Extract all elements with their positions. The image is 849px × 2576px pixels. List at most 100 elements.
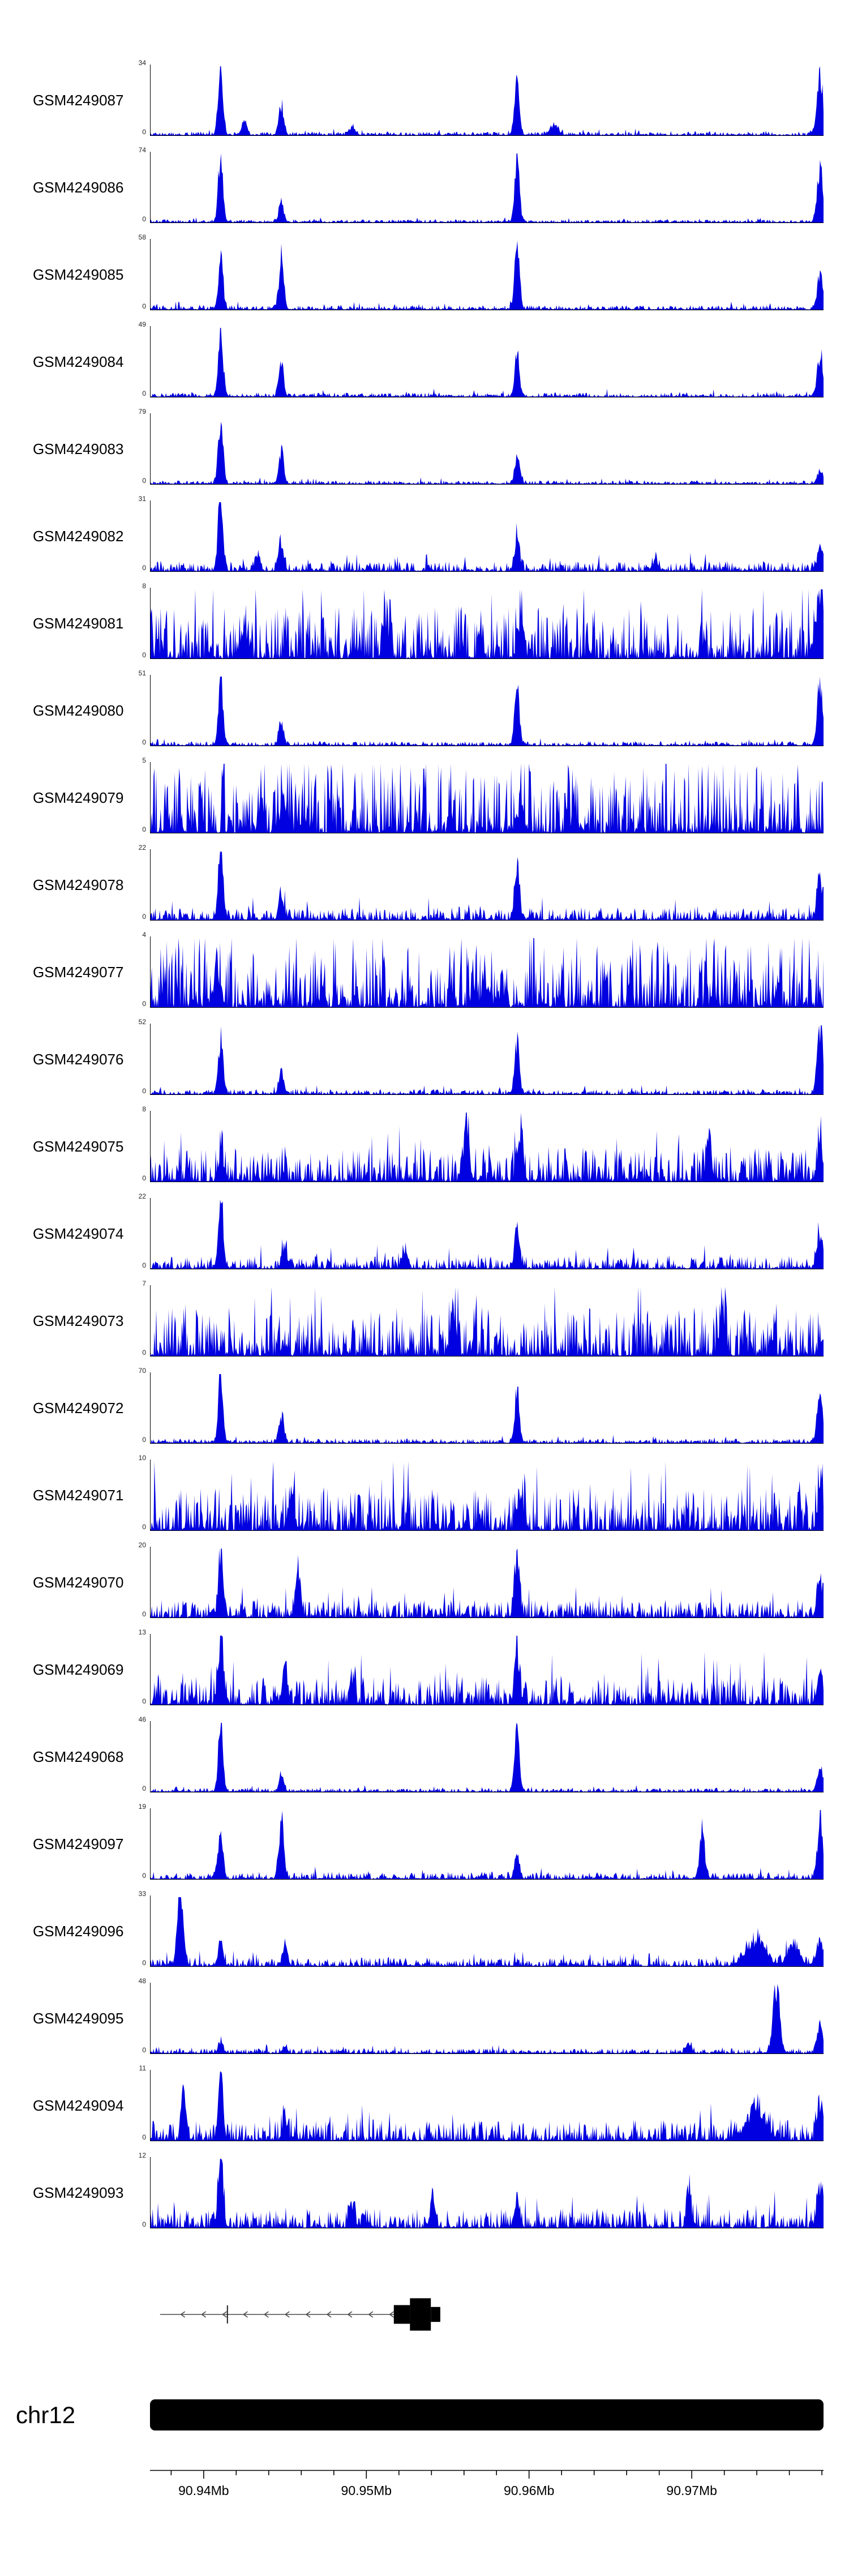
track-ymax-label: 70 xyxy=(138,1367,146,1375)
track-row: GSM4249070 20 0 xyxy=(0,1539,849,1626)
track-row: GSM4249097 19 0 xyxy=(0,1800,849,1888)
track-axis-spine xyxy=(150,849,824,921)
track-label: GSM4249094 xyxy=(33,2096,124,2114)
track-signal-plot xyxy=(150,849,824,921)
signal-area xyxy=(150,851,824,921)
track-signal-plot xyxy=(150,326,824,397)
track-label: GSM4249077 xyxy=(33,963,124,981)
track-row: GSM4249075 8 0 xyxy=(0,1103,849,1190)
track-signal-plot xyxy=(150,413,824,485)
track-ymax-label: 7 xyxy=(142,1280,146,1287)
track-ymax-label: 8 xyxy=(142,1105,146,1113)
track-axis-spine xyxy=(150,675,824,746)
track-label: GSM4249076 xyxy=(33,1050,124,1068)
signal-tracks: GSM4249087 34 0 GSM4249086 74 0 GSM42490… xyxy=(0,57,849,2236)
track-yzero-label: 0 xyxy=(142,1523,146,1531)
track-yzero-label: 0 xyxy=(142,1872,146,1880)
track-ymax-label: 79 xyxy=(138,408,146,416)
track-row: GSM4249085 58 0 xyxy=(0,231,849,318)
track-ymax-label: 74 xyxy=(138,146,146,154)
track-label: GSM4249080 xyxy=(33,701,124,719)
track-yzero-label: 0 xyxy=(142,390,146,397)
track-signal-plot xyxy=(150,675,824,746)
track-signal-plot xyxy=(150,65,824,136)
track-yzero-label: 0 xyxy=(142,1174,146,1182)
track-signal-plot xyxy=(150,1983,824,2054)
signal-area xyxy=(150,589,824,659)
track-label: GSM4249072 xyxy=(33,1399,124,1417)
track-axis-spine xyxy=(150,1024,824,1095)
track-signal-plot xyxy=(150,500,824,572)
track-axis-spine xyxy=(150,1634,824,1705)
track-signal-plot xyxy=(150,588,824,659)
gene-model-track xyxy=(150,2282,824,2344)
track-label: GSM4249073 xyxy=(33,1312,124,1329)
track-ymax-label: 20 xyxy=(138,1541,146,1549)
signal-area xyxy=(150,2159,824,2228)
track-yzero-label: 0 xyxy=(142,1087,146,1095)
track-row: GSM4249074 22 0 xyxy=(0,1190,849,1277)
track-label: GSM4249081 xyxy=(33,614,124,632)
track-row: GSM4249095 48 0 xyxy=(0,1975,849,2062)
track-row: GSM4249078 22 0 xyxy=(0,841,849,928)
track-row: GSM4249096 33 0 xyxy=(0,1888,849,1975)
track-ymax-label: 12 xyxy=(138,2151,146,2159)
track-axis-spine xyxy=(150,1460,824,1531)
track-row: GSM4249082 31 0 xyxy=(0,493,849,580)
track-ymax-label: 46 xyxy=(138,1715,146,1723)
signal-area xyxy=(150,1200,824,1269)
signal-area xyxy=(150,421,824,485)
track-axis-spine xyxy=(150,413,824,485)
track-yzero-label: 0 xyxy=(142,2133,146,2141)
track-yzero-label: 0 xyxy=(142,2046,146,2054)
track-signal-plot xyxy=(150,1460,824,1531)
track-yzero-label: 0 xyxy=(142,1610,146,1618)
track-yzero-label: 0 xyxy=(142,1261,146,1269)
track-ymax-label: 11 xyxy=(139,2064,146,2072)
track-signal-plot xyxy=(150,1895,824,1967)
signal-area xyxy=(150,1374,824,1444)
track-axis-spine xyxy=(150,2070,824,2141)
track-ymax-label: 52 xyxy=(138,1018,146,1026)
track-ymax-label: 22 xyxy=(138,844,146,851)
gene-exon-block xyxy=(431,2307,440,2322)
axis-tick-label: 90.95Mb xyxy=(341,2483,392,2498)
chromosome-label: chr12 xyxy=(16,2402,76,2428)
track-ymax-label: 4 xyxy=(142,931,146,939)
track-axis-spine xyxy=(150,1895,824,1967)
track-ymax-label: 13 xyxy=(138,1628,146,1636)
signal-area xyxy=(150,1810,824,1880)
signal-area xyxy=(150,1287,824,1357)
track-label: GSM4249096 xyxy=(33,1922,124,1940)
signal-area xyxy=(150,328,824,397)
track-ymax-label: 49 xyxy=(138,320,146,328)
gene-exon-block xyxy=(393,2305,410,2324)
track-ymax-label: 48 xyxy=(138,1977,146,1985)
track-axis-spine xyxy=(150,500,824,572)
signal-area xyxy=(150,677,824,746)
track-row: GSM4249079 5 0 xyxy=(0,754,849,841)
track-yzero-label: 0 xyxy=(142,2220,146,2228)
track-label: GSM4249070 xyxy=(33,1573,124,1591)
track-row: GSM4249068 46 0 xyxy=(0,1713,849,1800)
track-axis-spine xyxy=(150,1721,824,1792)
signal-area xyxy=(150,1723,824,1792)
signal-area xyxy=(150,502,824,572)
track-label: GSM4249074 xyxy=(33,1225,124,1242)
track-signal-plot xyxy=(150,1198,824,1269)
track-ymax-label: 19 xyxy=(138,1803,146,1811)
track-signal-plot xyxy=(150,239,824,310)
track-label: GSM4249079 xyxy=(33,789,124,806)
track-axis-spine xyxy=(150,1983,824,2054)
track-label: GSM4249095 xyxy=(33,2009,124,2027)
track-signal-plot xyxy=(150,2070,824,2141)
signal-area xyxy=(150,1636,824,1705)
track-ymax-label: 34 xyxy=(138,59,146,67)
track-yzero-label: 0 xyxy=(142,738,146,746)
track-axis-spine xyxy=(150,936,824,1008)
signal-area xyxy=(150,764,824,833)
track-row: GSM4249073 7 0 xyxy=(0,1277,849,1364)
gene-intron-line-minus-strand-arrows xyxy=(160,2311,440,2318)
track-axis-spine xyxy=(150,239,824,310)
track-signal-plot xyxy=(150,1547,824,1618)
